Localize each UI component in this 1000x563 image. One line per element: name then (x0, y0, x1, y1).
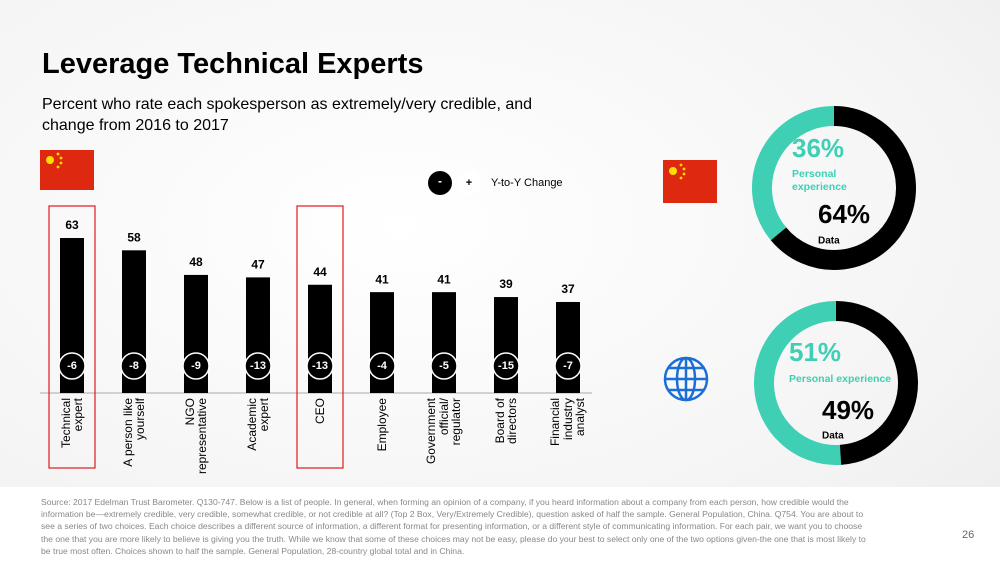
legend-symbol: + (466, 177, 472, 189)
donut-label-box: Personal experience (792, 168, 847, 193)
donut-label: Personal experience (792, 168, 847, 193)
change-label: -9 (191, 360, 201, 372)
donut-segment (752, 106, 835, 241)
change-label: -13 (312, 360, 328, 372)
change-label: -13 (250, 360, 266, 372)
globe-icon (663, 356, 709, 402)
change-label: -8 (129, 360, 139, 372)
change-badge (306, 352, 334, 380)
donut-segment (754, 301, 842, 465)
value-label: 41 (437, 272, 451, 286)
x-tick-label: Financial industry analyst (548, 398, 588, 447)
change-label: -6 (67, 360, 77, 372)
china-flag (40, 150, 94, 190)
china-flag (663, 160, 717, 203)
value-label: 44 (313, 265, 327, 279)
donut-value-label: 51% (789, 337, 841, 367)
change-label: -4 (377, 360, 388, 372)
legend: - + Y-to-Y Change (428, 171, 563, 195)
change-badge (182, 352, 210, 380)
change-label: -5 (439, 360, 449, 372)
legend-symbol: - (438, 174, 442, 188)
change-badge (58, 352, 86, 380)
donut-segment (835, 301, 918, 465)
x-tick-label: Government official/ regulator (424, 398, 464, 465)
change-label: -15 (498, 360, 514, 372)
page-number: 26 (962, 529, 975, 541)
subtitle: Percent who rate each spokesperson as ex… (42, 96, 533, 134)
change-badge (244, 352, 272, 380)
value-label: 58 (127, 230, 141, 244)
legend-label: Y-to-Y Change (491, 177, 563, 189)
x-tick-label: Board of directors (492, 398, 520, 445)
value-label: 48 (189, 255, 203, 269)
change-badge (120, 352, 148, 380)
value-label: 63 (65, 218, 79, 232)
donut-value-label: 36% (792, 133, 844, 163)
value-label: 37 (561, 282, 575, 296)
change-label: -7 (563, 360, 573, 372)
source: Source: 2017 Edelman Trust Barometer. Q1… (41, 497, 866, 556)
footer (0, 487, 1000, 563)
donut-label: Data (818, 236, 840, 247)
value-label: 41 (375, 272, 389, 286)
x-tick-label: Academic expert (244, 398, 272, 451)
change-badge (492, 352, 520, 380)
x-tick-label: A person like yourself (120, 398, 148, 467)
x-tick-label: Employee (374, 398, 389, 452)
legend-swatch (428, 171, 452, 195)
highlight-box (48, 205, 96, 469)
donut-value-label: 64% (818, 199, 870, 229)
donut-segment (770, 106, 916, 270)
legend-swatch (457, 171, 481, 195)
x-tick-label: NGO representative (182, 398, 210, 475)
change-badge (368, 352, 396, 380)
donut-label: Personal experience (789, 373, 891, 385)
donut-value-label: 49% (822, 395, 874, 425)
value-label: 47 (251, 258, 265, 272)
donut-label: Data (822, 431, 844, 442)
x-tick-label: CEO (312, 398, 327, 425)
highlight-box (296, 205, 344, 469)
change-badge (430, 352, 458, 380)
x-tick-label: Technical expert (58, 398, 86, 449)
title: Leverage Technical Experts (42, 48, 424, 80)
change-badge (554, 352, 582, 380)
value-label: 39 (499, 277, 513, 291)
